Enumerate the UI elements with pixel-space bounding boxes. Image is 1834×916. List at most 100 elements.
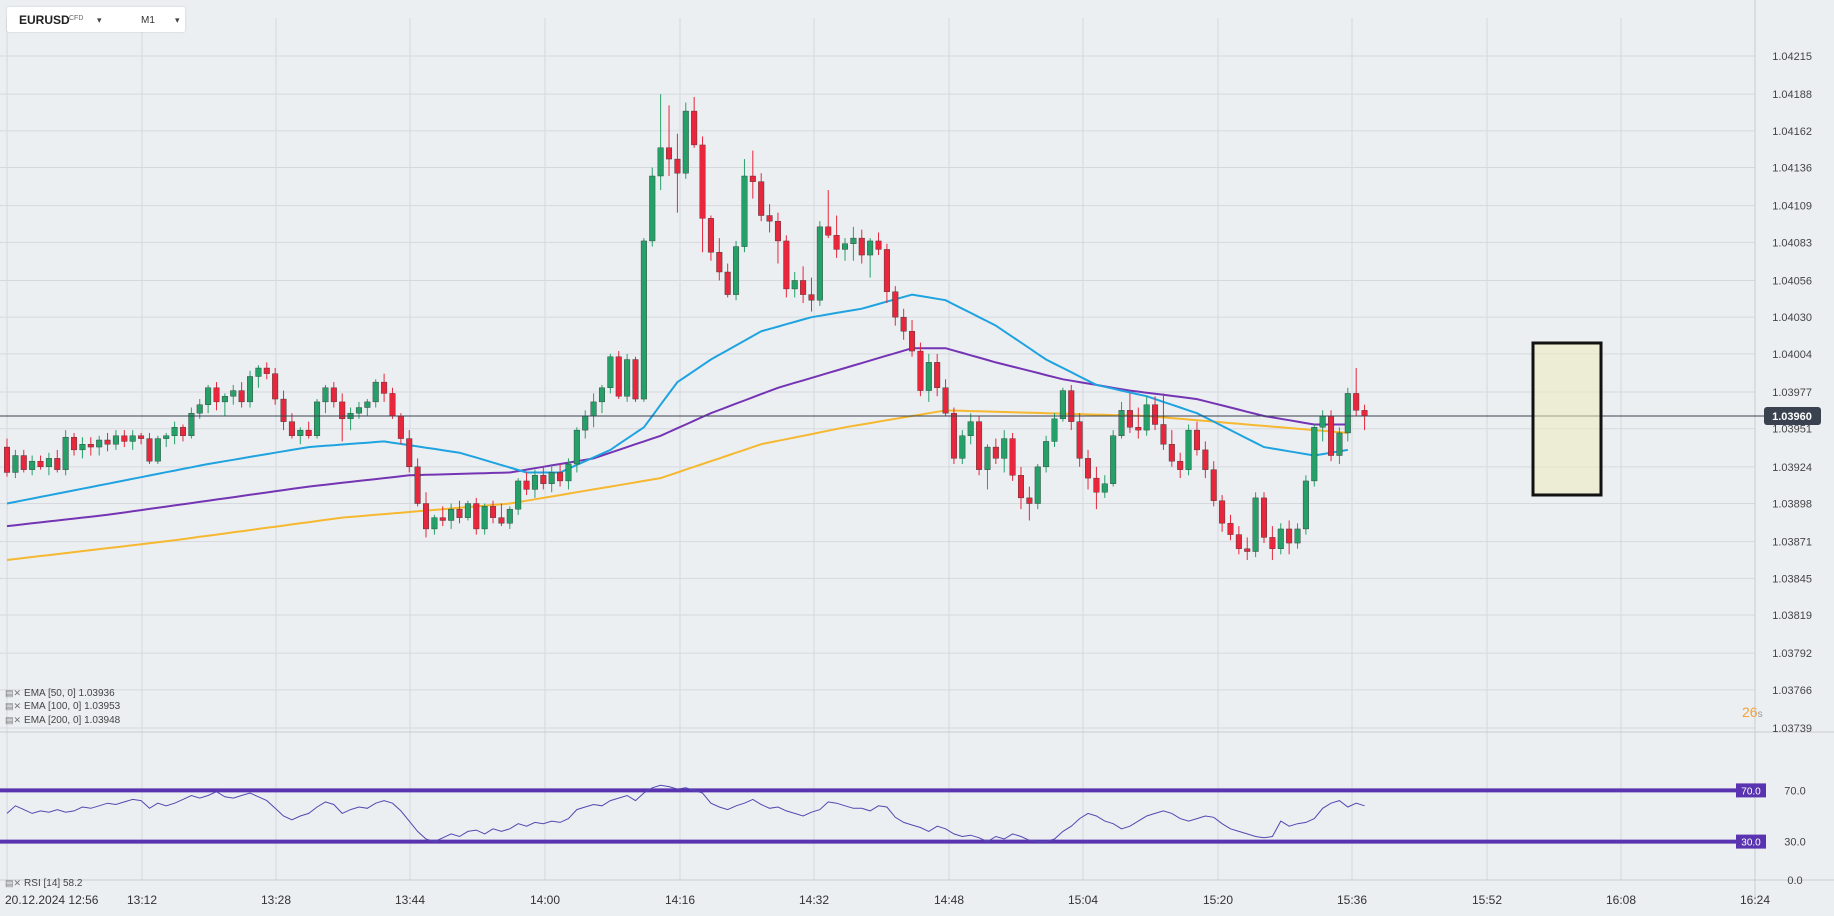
- candle-body: [691, 110, 698, 146]
- y-axis-labels: 1.04215 1.04188 1.04162 1.04136 1.04109 1.040…: [1772, 51, 1812, 735]
- candle-body: [196, 404, 203, 414]
- settings-close-icon[interactable]: ▤✕: [5, 688, 22, 698]
- candle-body: [37, 460, 44, 468]
- candle-body: [490, 506, 497, 518]
- ema50-line: [6, 293, 1348, 505]
- candle-body: [230, 390, 237, 397]
- candle-body: [1269, 537, 1276, 549]
- candle-body: [1026, 497, 1033, 504]
- candle-body: [188, 412, 195, 436]
- candle-body: [238, 390, 245, 403]
- price-tick-label: 1.04030: [1772, 312, 1812, 324]
- price-tick-label: 1.03898: [1772, 499, 1812, 511]
- candle-body: [506, 508, 513, 524]
- candle-body: [557, 472, 564, 482]
- candle-body: [372, 381, 379, 403]
- timeframe-dropdown-icon[interactable]: ▾: [175, 15, 180, 25]
- candle-body: [205, 387, 212, 405]
- candle-body: [1227, 523, 1234, 535]
- candle-body: [976, 421, 983, 470]
- rsi-tick-label: 70.0: [1784, 785, 1805, 797]
- price-tick-label: 1.03871: [1772, 537, 1812, 549]
- price-tick-label: 1.04215: [1772, 51, 1812, 63]
- candle-body: [1034, 466, 1041, 504]
- candle-body: [339, 401, 346, 420]
- candle-body: [330, 387, 337, 403]
- candle-body: [171, 427, 178, 436]
- x-axis-labels: 20.12.2024 12:56 13:12 13:28 13:44 14:00 14:1…: [5, 893, 1770, 907]
- candle-body: [624, 359, 631, 397]
- symbol-dropdown-icon[interactable]: ▾: [97, 15, 102, 25]
- rsi-pane: 70.0 30.0 70.0 30.0 0.0: [0, 783, 1806, 887]
- candle-body: [121, 435, 128, 442]
- candle-body: [582, 415, 589, 431]
- candle-body: [79, 444, 86, 451]
- candle-body: [1235, 534, 1242, 549]
- candle-body: [1294, 528, 1301, 544]
- candle-body: [649, 175, 656, 242]
- candle-body: [297, 429, 304, 436]
- candle-body: [682, 110, 689, 174]
- legend-ema200[interactable]: ▤✕ EMA [200, 0] 1.03948: [5, 715, 120, 726]
- candle-body: [54, 458, 61, 470]
- settings-close-icon[interactable]: ▤✕: [5, 701, 22, 711]
- candle-body: [213, 387, 220, 403]
- price-tick-label: 1.04188: [1772, 89, 1812, 101]
- candle-body: [1219, 500, 1226, 524]
- candle-body: [1068, 390, 1075, 422]
- legend-ema100[interactable]: ▤✕ EMA [100, 0] 1.03953: [5, 701, 120, 712]
- settings-close-icon[interactable]: ▤✕: [5, 715, 22, 725]
- candle-body: [984, 446, 991, 470]
- candle-body: [138, 435, 145, 439]
- candle-body: [146, 438, 153, 462]
- candle-body: [1093, 477, 1100, 493]
- price-tick-label: 1.03845: [1772, 573, 1812, 585]
- candle-body: [397, 415, 404, 439]
- candle-body: [707, 218, 714, 253]
- candle-body: [800, 280, 807, 295]
- candle-body: [179, 427, 186, 436]
- candle-body: [774, 220, 781, 242]
- candle-body: [104, 439, 111, 445]
- candle-body: [598, 387, 605, 403]
- time-tick-label: 14:16: [665, 893, 695, 907]
- candle-body: [666, 147, 673, 160]
- candle-body: [1328, 415, 1335, 456]
- candle-body: [322, 387, 329, 403]
- candle-body: [389, 393, 396, 417]
- time-tick-label: 16:24: [1740, 893, 1770, 907]
- candle-body: [959, 435, 966, 459]
- timeframe-selector[interactable]: M1: [141, 15, 155, 26]
- candle-body: [221, 396, 228, 403]
- settings-close-icon[interactable]: ▤✕: [5, 878, 22, 888]
- ema100-line: [6, 347, 1348, 528]
- candle-body: [791, 280, 798, 290]
- candle-body: [515, 480, 522, 510]
- legend-rsi[interactable]: ▤✕ RSI [14] 58.2: [5, 878, 82, 889]
- candle-body: [62, 436, 69, 470]
- candle-body: [1009, 438, 1016, 476]
- candle-body: [406, 438, 413, 468]
- time-tick-label: 13:44: [395, 893, 425, 907]
- candle-body: [523, 480, 530, 490]
- legend-ema100-label: EMA [100, 0] 1.03953: [24, 701, 121, 712]
- candle-body: [883, 249, 890, 292]
- price-tick-label: 1.03924: [1772, 462, 1812, 474]
- candle-body: [247, 376, 254, 403]
- highlight-box: [1531, 341, 1603, 497]
- legend-ema200-label: EMA [200, 0] 1.03948: [24, 715, 121, 726]
- candle-body: [87, 444, 94, 448]
- symbol-selector[interactable]: EURUSD: [19, 13, 70, 27]
- candle-body: [364, 401, 371, 408]
- candle-body: [950, 412, 957, 459]
- candle-body: [1311, 427, 1318, 482]
- candle-body: [892, 291, 899, 318]
- legend-ema50[interactable]: ▤✕ EMA [50, 0] 1.03936: [5, 688, 115, 699]
- candle-body: [816, 226, 823, 301]
- candle-body: [280, 398, 287, 422]
- price-tick-label: 1.04162: [1772, 126, 1812, 138]
- candle-body: [129, 435, 136, 442]
- candle-body: [573, 429, 580, 465]
- candle-body: [20, 455, 27, 470]
